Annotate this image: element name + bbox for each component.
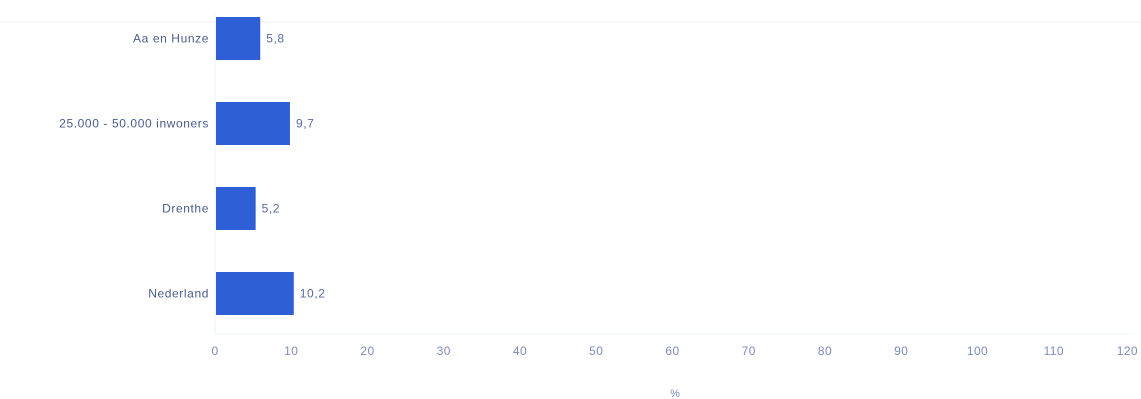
x-tick-label: 70: [742, 344, 756, 358]
bar-value-label: 9,7: [296, 117, 314, 131]
category-label: Aa en Hunze: [133, 32, 209, 46]
bar[interactable]: [216, 17, 261, 60]
x-tick-labels: 0 10 20 30 40 50 60 70 80 90 100 110 120: [211, 344, 1138, 358]
x-tick-label: 120: [1117, 344, 1138, 358]
x-tick-label: 100: [967, 344, 988, 358]
category-label: Drenthe: [162, 202, 209, 216]
category-label: Nederland: [148, 287, 209, 301]
x-tick-label: 0: [211, 344, 218, 358]
x-tick-label: 90: [894, 344, 908, 358]
x-tick-label: 60: [665, 344, 679, 358]
category-label: 25.000 - 50.000 inwoners: [59, 117, 209, 131]
bar-value-label: 5,8: [266, 32, 284, 46]
x-tick-label: 50: [589, 344, 603, 358]
x-tick-label: 10: [284, 344, 298, 358]
bar[interactable]: [216, 102, 290, 145]
bar[interactable]: [216, 272, 294, 315]
x-tick-label: 80: [818, 344, 832, 358]
x-tick-label: 20: [360, 344, 374, 358]
bar-value-label: 5,2: [262, 202, 280, 216]
x-tick-label: 40: [513, 344, 527, 358]
bar-value-label: 10,2: [300, 287, 326, 301]
x-tick-label: 30: [437, 344, 451, 358]
x-axis-title: %: [670, 388, 680, 399]
bars-group: Aa en Hunze 5,8 25.000 - 50.000 inwoners 9,…: [59, 17, 325, 315]
x-tick-label: 110: [1044, 344, 1064, 358]
bar[interactable]: [216, 187, 256, 230]
